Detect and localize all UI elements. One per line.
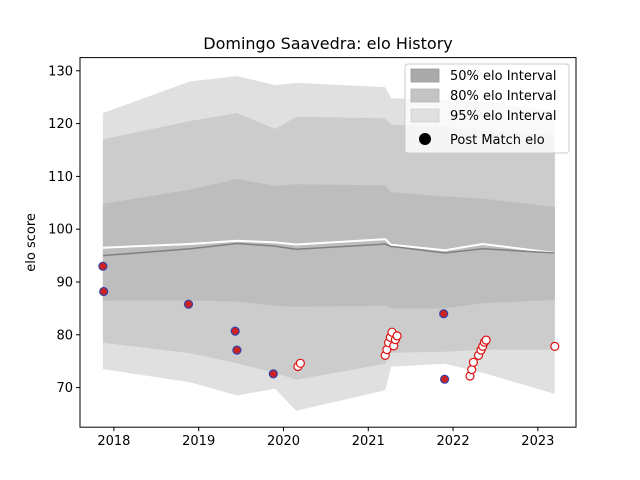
y-tick-label: 120 (48, 117, 73, 132)
y-tick-label: 70 (56, 381, 73, 396)
post-match-point-filled (232, 345, 242, 355)
chart-title: Domingo Saavedra: elo History (203, 34, 453, 53)
legend-label-80: 80% elo Interval (450, 89, 557, 104)
post-match-point-filled (98, 261, 108, 271)
post-match-point-open (392, 331, 402, 341)
post-match-point-filled (268, 369, 278, 379)
y-axis: 70 80 90 100 110 120 130 (48, 64, 80, 396)
median-elo-line (102, 242, 555, 257)
post-match-point-filled (99, 286, 109, 297)
post-match-point-open (467, 365, 477, 375)
y-tick-label: 110 (48, 170, 73, 185)
legend-frame (404, 63, 570, 154)
legend-label-50: 50% elo Interval (450, 69, 557, 84)
x-tick-label: 2020 (267, 434, 300, 449)
post-match-point-filled (440, 374, 450, 384)
post-match-point-filled (439, 309, 449, 319)
legend-marker-post-match (419, 133, 431, 145)
post-match-point-open (550, 341, 560, 351)
post-match-point-open (468, 357, 478, 367)
x-tick-label: 2019 (182, 434, 215, 449)
y-tick-label: 100 (48, 223, 73, 238)
x-tick-label: 2021 (352, 434, 385, 449)
legend-swatch-95 (410, 108, 440, 123)
band-50 (102, 179, 555, 309)
x-tick-label: 2023 (521, 434, 554, 449)
y-axis-label: elo score (24, 213, 39, 272)
y-tick-label: 90 (56, 276, 73, 291)
y-tick-label: 130 (48, 64, 73, 79)
y-tick-label: 80 (56, 328, 73, 343)
x-axis: 2018 2019 2020 2021 2022 2023 (97, 427, 554, 449)
mean-elo-line (102, 238, 555, 254)
legend-label-post-match: Post Match elo (450, 133, 545, 148)
legend-swatch-80 (410, 88, 440, 103)
post-match-point-filled (183, 299, 194, 309)
x-tick-label: 2022 (437, 434, 470, 449)
legend-label-95: 95% elo Interval (450, 109, 557, 124)
post-match-point-filled (230, 326, 240, 336)
x-tick-label: 2018 (97, 434, 130, 449)
legend-swatch-50 (410, 68, 440, 83)
post-match-points (98, 261, 560, 384)
post-match-point-open (295, 358, 305, 368)
elo-lines (102, 238, 555, 257)
legend: 50% elo Interval 80% elo Interval 95% el… (404, 63, 570, 154)
plot-frame (79, 57, 577, 428)
post-match-point-open (481, 335, 491, 345)
